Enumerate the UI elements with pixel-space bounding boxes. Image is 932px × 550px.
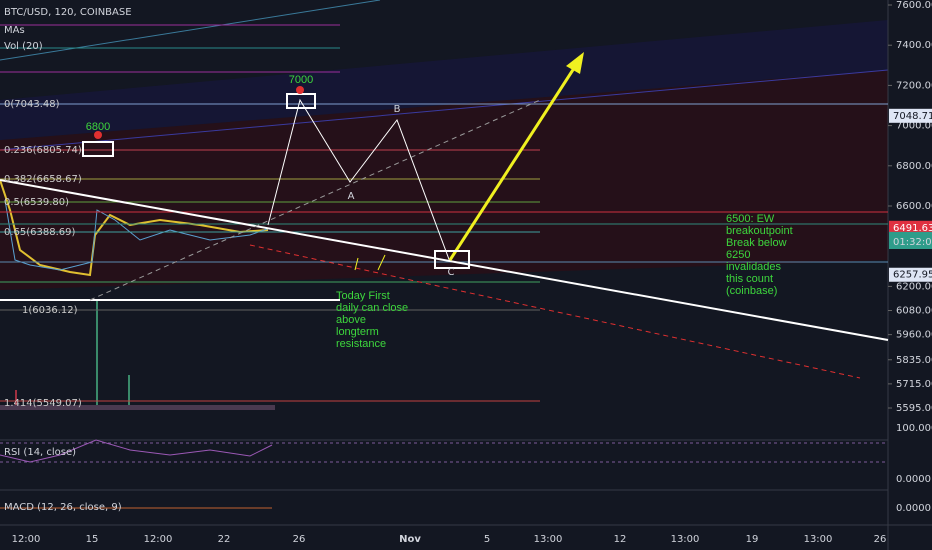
marker	[296, 86, 304, 94]
annotation-note: 6500: EW breakoutpoint Break below 6250 inva…	[726, 213, 793, 297]
time-label: 26	[293, 534, 306, 545]
price-badge	[889, 267, 932, 282]
note-line: daily can close	[336, 302, 408, 314]
channel-line	[0, 69, 889, 151]
price-badge-label: 6491.63	[893, 223, 932, 234]
dashed-line	[89, 99, 541, 301]
time-label: 13:00	[804, 534, 833, 545]
fib-label: 1.414(5549.07)	[4, 398, 82, 409]
annotation-note: Today First daily can close above longterm r…	[336, 290, 408, 350]
countdown: 01:32:02	[893, 237, 932, 248]
price-label: 7600.00	[896, 0, 932, 11]
price-label: 6800.00	[896, 161, 932, 172]
volume-bar	[15, 390, 17, 410]
fib-label: 1(6036.12)	[22, 305, 78, 316]
yellow-arrow	[448, 61, 580, 261]
time-label: 12	[614, 534, 627, 545]
volume	[0, 300, 275, 410]
price-label: 5960.00	[896, 330, 932, 341]
pane-axis: 0.0000	[896, 474, 931, 485]
price-label: 5715.00	[896, 379, 932, 390]
note-line: Break below	[726, 237, 787, 249]
note-line: resistance	[336, 338, 386, 350]
pane-axis: 100.0000	[896, 423, 932, 434]
note-line: 6500: EW	[726, 213, 775, 225]
price-label: 6600.00	[896, 201, 932, 212]
symbol: BTC/USD, 120, COINBASE	[4, 7, 132, 18]
price-badge-label: 7048.71	[893, 111, 932, 122]
price-label: 7000.00	[896, 121, 932, 132]
price-badge	[889, 108, 932, 123]
small-arrow	[354, 257, 359, 271]
note-line: this count	[726, 273, 773, 285]
time-label: 5	[484, 534, 490, 545]
target-box	[434, 250, 470, 269]
wave-label: C	[448, 267, 455, 278]
note-line: breakoutpoint	[726, 225, 793, 237]
countdown-badge	[889, 235, 932, 249]
indicator: MAs	[4, 25, 25, 36]
target-label: 7000	[289, 74, 313, 86]
volume-floor	[0, 405, 275, 410]
time-label: 22	[218, 534, 231, 545]
volume-bar	[128, 375, 130, 410]
fib-label: 0.236(6805.74)	[4, 145, 82, 156]
price-line	[4, 199, 271, 271]
target-label: 6800	[86, 121, 110, 133]
time-label: 19	[746, 534, 759, 545]
indicator: Vol (20)	[4, 41, 43, 52]
note-line: above	[336, 314, 366, 326]
price-label: 5835.00	[896, 355, 932, 366]
time-label: 13:00	[534, 534, 563, 545]
note-line: longterm	[336, 326, 379, 338]
pane-title: MACD (12, 26, close, 9)	[4, 502, 122, 513]
price-label: 6080.00	[896, 306, 932, 317]
pane-title: RSI (14, close)	[4, 447, 76, 458]
time-label: 13:00	[671, 534, 700, 545]
price-badge-label: 6257.95	[893, 270, 932, 281]
wave-label: B	[394, 104, 401, 115]
small-arrow	[377, 254, 386, 271]
channel-line	[0, 0, 381, 61]
time-label: 15	[86, 534, 99, 545]
blue-zone	[0, 20, 888, 140]
note-line: 6250	[726, 249, 750, 261]
fib-label: 0.65(6388.69)	[4, 227, 76, 238]
fib-label: 0.5(6539.80)	[4, 197, 69, 208]
time-label: 12:00	[12, 534, 41, 545]
time-label: Nov	[399, 534, 421, 545]
fib-label: 0.382(6658.67)	[4, 174, 82, 185]
resistance-line	[0, 179, 889, 341]
target-box	[82, 141, 114, 157]
price-label: 6200.00	[896, 281, 932, 292]
note-line: invalidades	[726, 261, 782, 273]
time-label: 12:00	[144, 534, 173, 545]
target-box	[286, 93, 316, 109]
note-line: Today First	[336, 290, 390, 302]
price-badge	[889, 220, 932, 235]
rsi-line	[0, 439, 273, 463]
note-line: (coinbase)	[726, 285, 777, 297]
marker	[94, 131, 102, 139]
fib-label: 0(7043.48)	[4, 99, 60, 110]
red-zone	[0, 70, 888, 290]
wave-label: A	[348, 191, 355, 202]
arrow-head	[566, 52, 584, 74]
wave-path	[267, 98, 451, 263]
price-label: 5595.00	[896, 403, 932, 414]
pane-axis: 0.0000	[896, 503, 931, 514]
volume-bar	[96, 300, 98, 410]
price-label: 7200.00	[896, 80, 932, 91]
time-label: 26	[874, 534, 887, 545]
price-label: 7400.00	[896, 40, 932, 51]
